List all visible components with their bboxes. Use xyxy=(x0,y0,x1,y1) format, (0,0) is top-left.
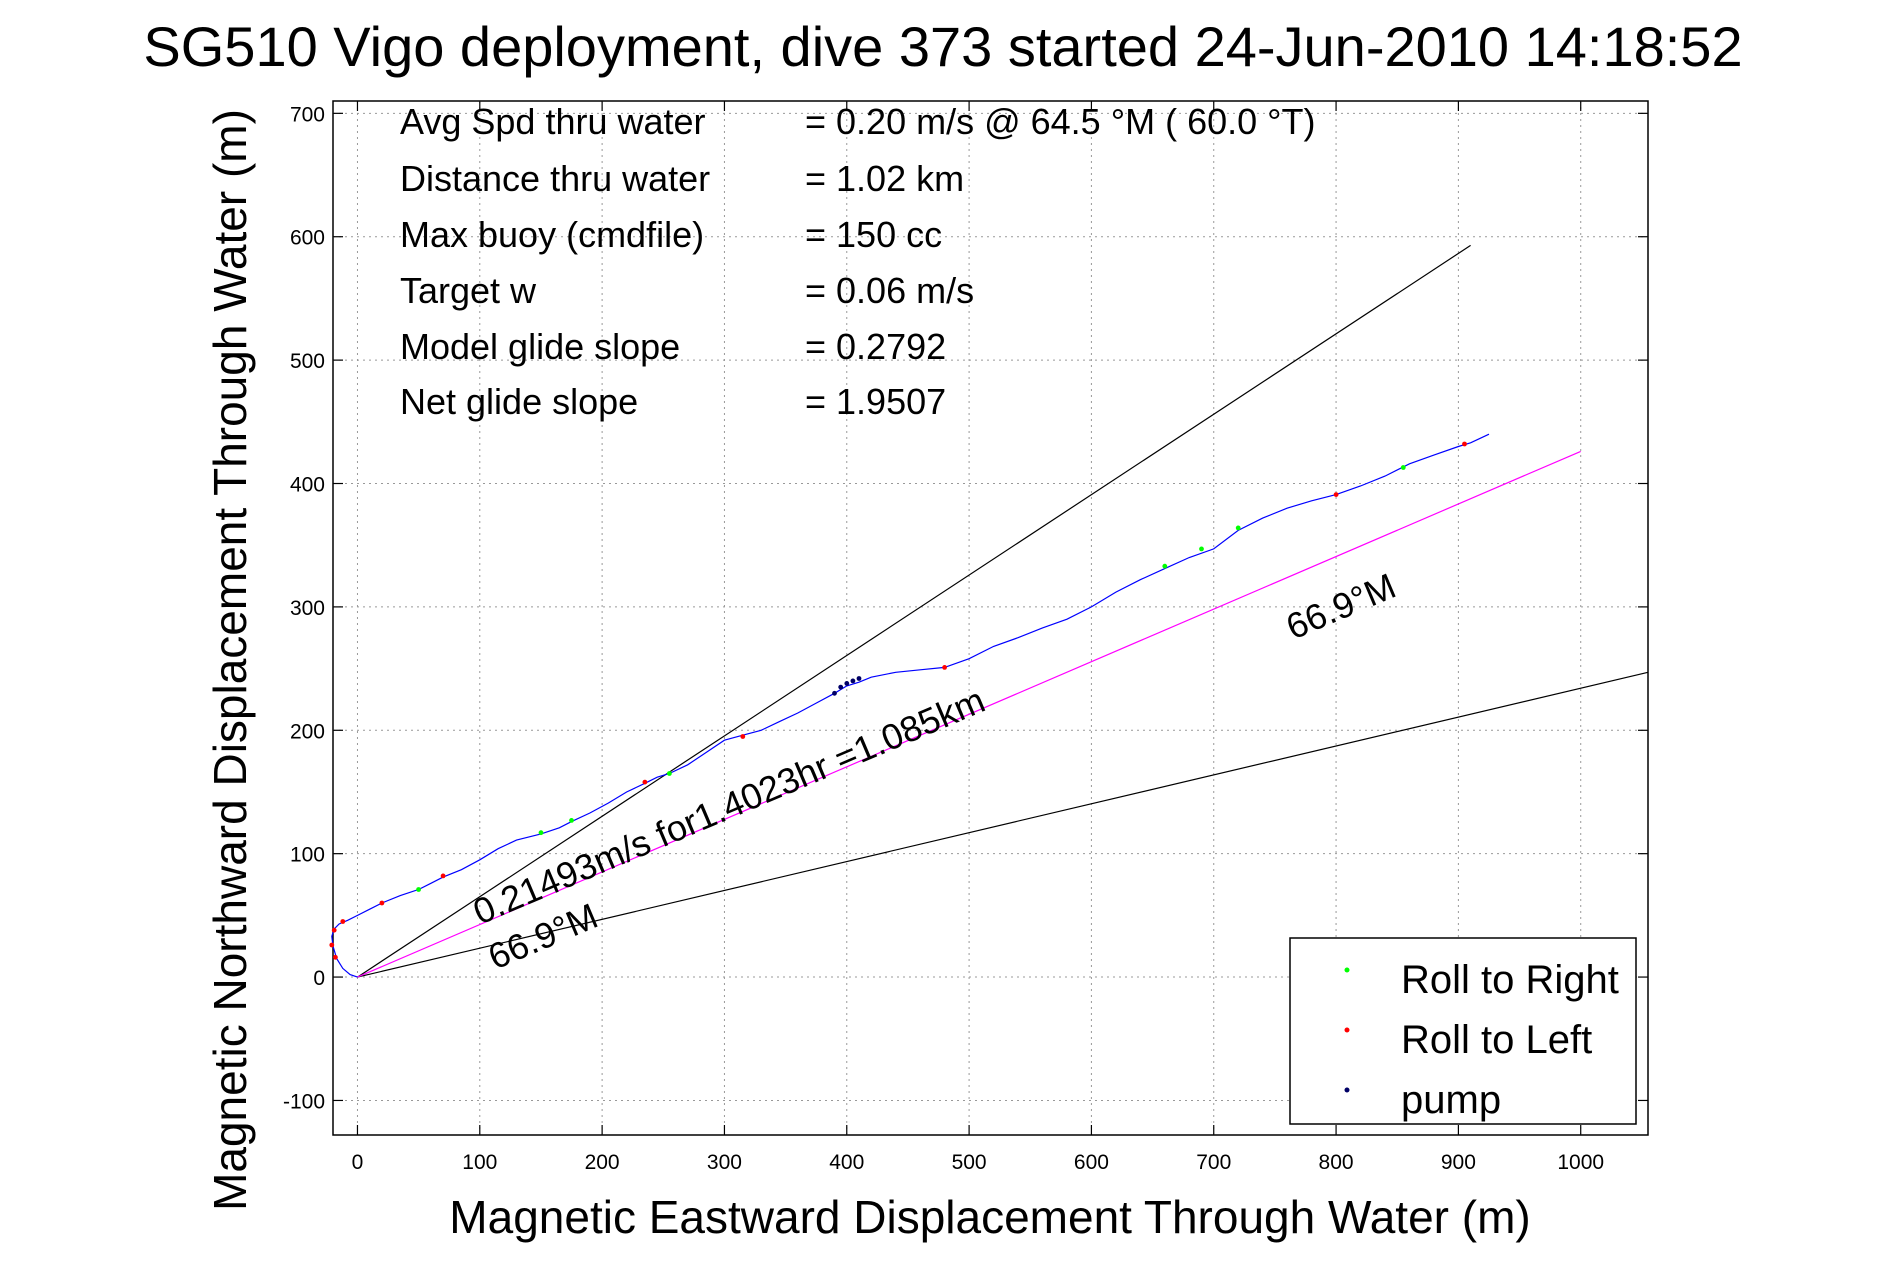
annotation-key: Model glide slope xyxy=(400,326,680,367)
x-tick-label: 0 xyxy=(352,1151,364,1174)
point-roll-to-right xyxy=(1400,465,1406,470)
legend-label: pump xyxy=(1401,1078,1501,1122)
point-pump xyxy=(832,690,837,696)
y-tick-label: 400 xyxy=(290,474,325,497)
x-tick-label: 200 xyxy=(585,1151,620,1174)
legend: Roll to Right Roll to Left pump xyxy=(1289,937,1637,1125)
chart-title: SG510 Vigo deployment, dive 373 started … xyxy=(143,15,1742,78)
x-tick-label: 1000 xyxy=(1557,1151,1604,1174)
point-roll-to-left xyxy=(642,779,648,785)
point-roll-to-left xyxy=(340,919,346,924)
annotation-value: = 0.20 m/s @ 64.5 °M ( 60.0 °T) xyxy=(805,101,1316,142)
x-tick-label: 600 xyxy=(1074,1151,1109,1174)
point-pump xyxy=(838,684,844,690)
annotation-key: Target w xyxy=(400,270,537,311)
y-tick-label: 300 xyxy=(290,597,325,620)
axis-ticks xyxy=(333,101,1648,1135)
series-line-bound-lower xyxy=(357,671,1649,978)
legend-marker xyxy=(1344,1087,1350,1093)
point-roll-to-left xyxy=(942,665,947,670)
x-tick-label: 800 xyxy=(1319,1151,1354,1174)
annotation-value: = 0.06 m/s xyxy=(805,270,974,311)
point-pump xyxy=(856,676,862,681)
point-roll-to-right xyxy=(569,818,574,823)
annotation-key: Net glide slope xyxy=(400,381,638,422)
grid xyxy=(333,101,1648,1135)
y-tick-label: 100 xyxy=(290,844,325,867)
x-tick-label: 500 xyxy=(952,1151,987,1174)
annotation-key: Distance thru water xyxy=(400,158,710,199)
y-tick-label: 0 xyxy=(313,967,325,990)
y-tick-label: 700 xyxy=(290,103,325,126)
legend-marker xyxy=(1344,1027,1350,1033)
point-roll-to-right xyxy=(538,830,544,836)
x-tick-label: 300 xyxy=(707,1151,742,1174)
legend-label: Roll to Right xyxy=(1401,958,1619,1002)
point-roll-to-right xyxy=(667,771,672,776)
annotation-value: = 1.9507 xyxy=(805,381,946,422)
point-roll-to-left xyxy=(740,734,746,739)
y-tick-label: 600 xyxy=(290,227,325,250)
point-roll-to-left xyxy=(1333,492,1339,497)
legend-marker xyxy=(1344,967,1350,973)
series-line-bound-upper xyxy=(357,244,1471,978)
y-tick-labels: -100 0 100 200 300 400 500 600 700 xyxy=(283,103,325,1113)
annotation-value: = 0.2792 xyxy=(805,326,946,367)
point-roll-to-left xyxy=(440,873,446,879)
point-pump xyxy=(844,681,850,686)
y-axis-label: Magnetic Northward Displacement Through … xyxy=(204,109,256,1211)
point-roll-to-right xyxy=(1199,546,1204,552)
point-roll-to-left xyxy=(329,942,335,948)
y-tick-label: 500 xyxy=(290,350,325,373)
point-roll-to-left xyxy=(333,954,338,960)
point-roll-to-right xyxy=(416,887,421,892)
x-tick-label: 100 xyxy=(462,1151,497,1174)
point-pump xyxy=(850,678,856,684)
annotation-value: = 1.02 km xyxy=(805,158,964,199)
series-line-dive-track xyxy=(357,450,1581,978)
point-roll-to-left xyxy=(1462,441,1467,447)
annotation-key: Avg Spd thru water xyxy=(400,101,706,142)
stats-annotations: Avg Spd thru water = 0.20 m/s @ 64.5 °M … xyxy=(400,101,1316,422)
point-roll-to-left xyxy=(379,900,385,906)
annotation-key: Max buoy (cmdfile) xyxy=(400,214,704,255)
y-tick-label: 200 xyxy=(290,720,325,743)
annotation-value: = 150 cc xyxy=(805,214,942,255)
x-tick-label: 900 xyxy=(1441,1151,1476,1174)
point-roll-to-right xyxy=(1162,563,1168,569)
markers-layer xyxy=(329,441,1467,960)
x-tick-label: 700 xyxy=(1196,1151,1231,1174)
point-roll-to-left xyxy=(331,927,337,933)
x-tick-label: 400 xyxy=(829,1151,864,1174)
legend-label: Roll to Left xyxy=(1401,1018,1592,1062)
y-tick-label: -100 xyxy=(283,1090,325,1113)
x-axis-label: Magnetic Eastward Displacement Through W… xyxy=(449,1191,1530,1243)
x-tick-labels: 0 100 200 300 400 500 600 700 800 900 1000 xyxy=(352,1151,1604,1174)
point-roll-to-right xyxy=(1235,525,1241,531)
plot-area: 0 100 200 300 400 500 600 700 800 900 1000 -100 0 10… xyxy=(283,100,1649,1174)
